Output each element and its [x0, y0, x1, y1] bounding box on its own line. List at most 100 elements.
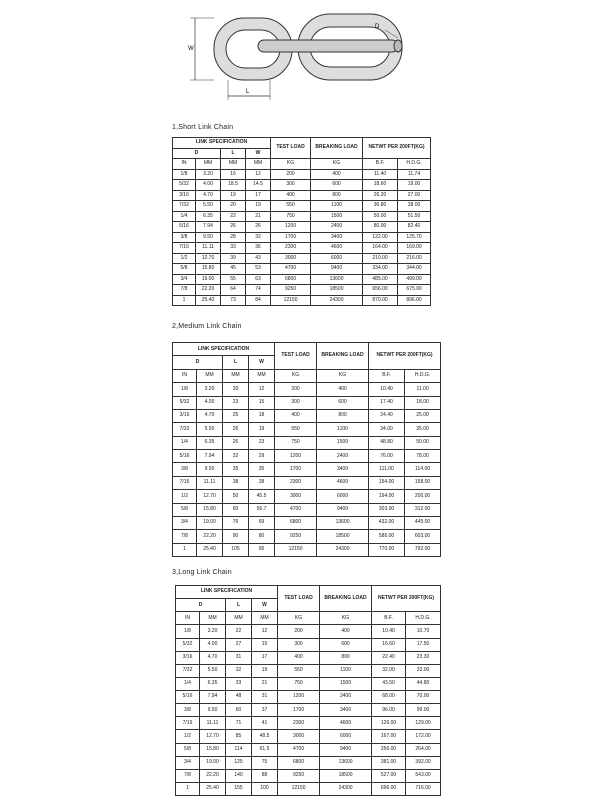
data-cell: 445.00 — [404, 515, 442, 531]
data-cell: 26.20 — [362, 189, 399, 201]
data-cell: 3/4 — [172, 273, 196, 285]
data-cell: 432.00 — [368, 515, 406, 531]
header-cell: BREAKING LOAD — [310, 137, 364, 159]
data-cell: 3/4 — [175, 755, 200, 770]
data-cell: 22.40 — [371, 650, 407, 665]
data-cell: 696.00 — [371, 781, 407, 797]
data-cell: 45 — [220, 263, 246, 275]
data-cell: 400 — [316, 382, 370, 397]
table-row: IN MM MM MM KG KG B.F. H.D.G. — [172, 368, 442, 384]
table-row: 7/32 5.50 26 19 550 1100 34.00 35.00 — [172, 422, 442, 437]
data-cell: 26 — [220, 221, 246, 233]
data-cell: 100 — [250, 781, 279, 797]
unit-cell: MM — [195, 158, 221, 170]
data-cell: 1100 — [310, 200, 364, 212]
data-cell: 7/32 — [172, 422, 197, 437]
data-cell: 22.20 — [195, 284, 221, 296]
data-cell: 200 — [277, 624, 321, 639]
header-cell: D — [172, 147, 221, 159]
data-cell: 1200 — [270, 221, 312, 233]
data-cell: 11.11 — [195, 242, 221, 254]
data-cell: 13600 — [310, 273, 364, 285]
data-cell: 1700 — [277, 703, 321, 718]
data-cell: 6.35 — [199, 676, 226, 692]
data-cell: 4.70 — [196, 408, 223, 424]
data-cell: 392.00 — [405, 755, 442, 770]
data-cell: 155 — [225, 781, 252, 797]
data-cell: 7/32 — [172, 200, 196, 212]
data-cell: 4600 — [310, 242, 364, 254]
data-cell: 172.00 — [405, 729, 442, 744]
table-row: 7/16 11.11 33 36 2300 4600 164.00 169.00 — [172, 242, 432, 254]
data-cell: 256.00 — [371, 742, 407, 757]
data-cell: 15.80 — [195, 263, 221, 275]
data-cell: 11.11 — [196, 475, 223, 491]
data-cell: 125 — [225, 755, 252, 770]
data-cell: 381.00 — [371, 755, 407, 770]
table-row: 5/8 15.80 60 56.7 4700 9400 303.00 312.00 — [172, 502, 442, 517]
data-cell: 39 — [220, 252, 246, 264]
chain-diagram: W L D — [188, 13, 403, 100]
section-title: 2,Medium Link Chain — [172, 323, 242, 330]
unit-cell: B.F. — [368, 368, 406, 384]
data-cell: 210.00 — [362, 252, 399, 264]
data-cell: 9250 — [274, 529, 318, 544]
data-cell: 3000 — [277, 729, 321, 744]
unit-cell: B.F. — [362, 158, 399, 170]
data-cell: 17.50 — [405, 637, 442, 652]
data-cell: 2400 — [310, 221, 364, 233]
data-cell: 32.00 — [371, 663, 407, 678]
header-cell: W — [247, 355, 276, 370]
data-cell: 3.20 — [196, 382, 223, 397]
data-cell: 1/4 — [172, 210, 196, 222]
data-cell: 76.00 — [368, 448, 406, 464]
data-cell: 1700 — [274, 462, 318, 477]
data-cell: 64 — [220, 284, 246, 296]
data-cell: 5.50 — [199, 663, 226, 678]
dimension-line — [384, 29, 399, 39]
data-cell: 33.00 — [405, 663, 442, 678]
header-cell: D — [175, 598, 226, 613]
data-cell: 95 — [247, 542, 276, 558]
data-cell: 7/16 — [175, 716, 200, 731]
data-cell: 4.00 — [196, 395, 223, 410]
table-row: LINK SPECIFICATION TEST LOAD BREAKING LOAD… — [171, 137, 432, 159]
unit-cell: KG — [319, 611, 373, 626]
data-cell: 105 — [222, 542, 249, 558]
data-cell: 35 — [247, 462, 276, 477]
data-cell: 9400 — [319, 742, 373, 757]
header-cell: NETWT PER 200FT(KG) — [371, 584, 442, 613]
data-cell: 400 — [319, 624, 373, 639]
data-cell: 312.00 — [404, 502, 442, 517]
data-cell: 4.70 — [195, 189, 221, 201]
data-cell: 25.00 — [404, 408, 442, 424]
data-cell: 1/8 — [172, 168, 196, 180]
data-cell: 19 — [247, 422, 276, 437]
data-cell: 48.80 — [368, 435, 406, 451]
data-cell: 27.00 — [397, 189, 432, 201]
data-cell: 25 — [222, 408, 249, 424]
data-cell: 1 — [172, 542, 197, 558]
header-cell: LINK SPECIFICATION — [174, 584, 279, 600]
data-cell: 2300 — [270, 242, 312, 254]
data-cell: 3/16 — [172, 408, 197, 424]
data-cell: 7/8 — [172, 284, 196, 296]
data-cell: 9400 — [310, 263, 364, 275]
data-cell: 11.11 — [199, 716, 226, 731]
data-cell: 303.00 — [368, 502, 406, 517]
table-row: LINK SPECIFICATION TEST LOAD BREAKING LOAD… — [171, 341, 442, 370]
data-cell: 527.00 — [371, 768, 407, 783]
data-cell: 82.40 — [397, 221, 432, 233]
data-cell: 4700 — [274, 502, 318, 517]
data-cell: 36 — [244, 242, 272, 254]
data-cell: 71 — [225, 716, 252, 731]
data-cell: 5.50 — [195, 200, 221, 212]
data-cell: 12150 — [270, 294, 312, 306]
data-cell: 53 — [244, 263, 272, 275]
data-cell: 6000 — [319, 729, 373, 744]
data-cell: 3/8 — [172, 231, 196, 243]
unit-cell: KG — [316, 368, 370, 384]
data-cell: 9.50 — [195, 231, 221, 243]
data-cell: 1100 — [319, 663, 373, 678]
